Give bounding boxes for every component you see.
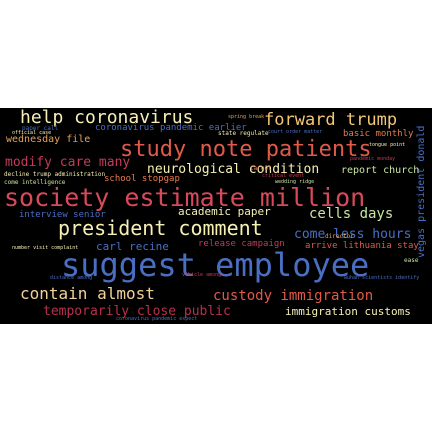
word-tongue-point: tongue point [369,142,406,148]
word-wednesday-file: wednesday file [6,134,91,145]
word-distance-among: distance among [50,275,93,281]
word-contain-almost: contain almost [20,284,155,303]
word-state-regulate: state regulate [218,130,269,137]
word-court-order-matter: court order matter [268,129,323,135]
word-help-coronavirus: help coronavirus [20,108,194,128]
word-arrive-lithuania-stay: arrive lithuania stay [305,241,419,251]
word-interview-senior: interview senior [19,210,106,220]
word-come-less-hours: come less hours [294,227,412,242]
word-release-campaign: release campaign [198,239,285,249]
word-ease: ease [404,257,419,264]
word-vehicle-among: vehicle among [182,272,222,278]
word-decline-trump-administration: decline trump administration [4,171,106,178]
word-custody-immigration: custody immigration [213,288,374,304]
word-come-intelligence: come intelligence [4,179,66,186]
word-coronavirus-pandemic-expect: coronavirus pandemic expect [116,316,198,322]
word-wedding-ridge: wedding ridge [275,179,315,185]
word-study-note-patients: study note patients [120,137,372,162]
word-report-church: report church [341,165,420,176]
word-basic-monthly: basic monthly [343,129,414,139]
word-number-visit-complaint: number visit complaint [12,245,79,251]
word-immigration-customs: immigration customs [285,305,411,318]
word-modify-care-many: modify care many [5,155,131,170]
word-coronavirus-pandemic-earlier: coronavirus pandemic earlier [95,123,247,133]
word-paper-call: paper call [22,125,59,132]
word-wuhan-scientists-identify: wuhan scientists identify [344,275,420,281]
word-vegas-president-donald: vegas president donald [416,125,427,258]
word-cells-days: cells days [309,206,394,222]
word-neurological-condition: neurological condition [147,162,320,177]
word-director: director [325,233,354,240]
word-academic-paper: academic paper [178,205,271,218]
word-president-comment: president comment [58,216,263,240]
word-society-estimate-million: society estimate million [4,183,366,212]
word-forward-trump: forward trump [264,110,398,130]
word-critical-event: critical event [262,173,305,179]
word-official-case: official case [12,130,52,136]
word-spring-break: spring break [228,114,265,120]
word-suggest-employee: suggest employee [61,246,370,284]
word-cloud: help coronavirus forward trump wednesday… [0,108,432,324]
word-pandemic-monday: pandemic monday [350,156,396,162]
word-temporarily-close-public: temporarily close public [43,304,231,319]
word-carl-recine: carl recine [96,240,169,253]
word-school-stopgap: school stopgap [104,174,180,184]
word-target: target [250,165,272,172]
